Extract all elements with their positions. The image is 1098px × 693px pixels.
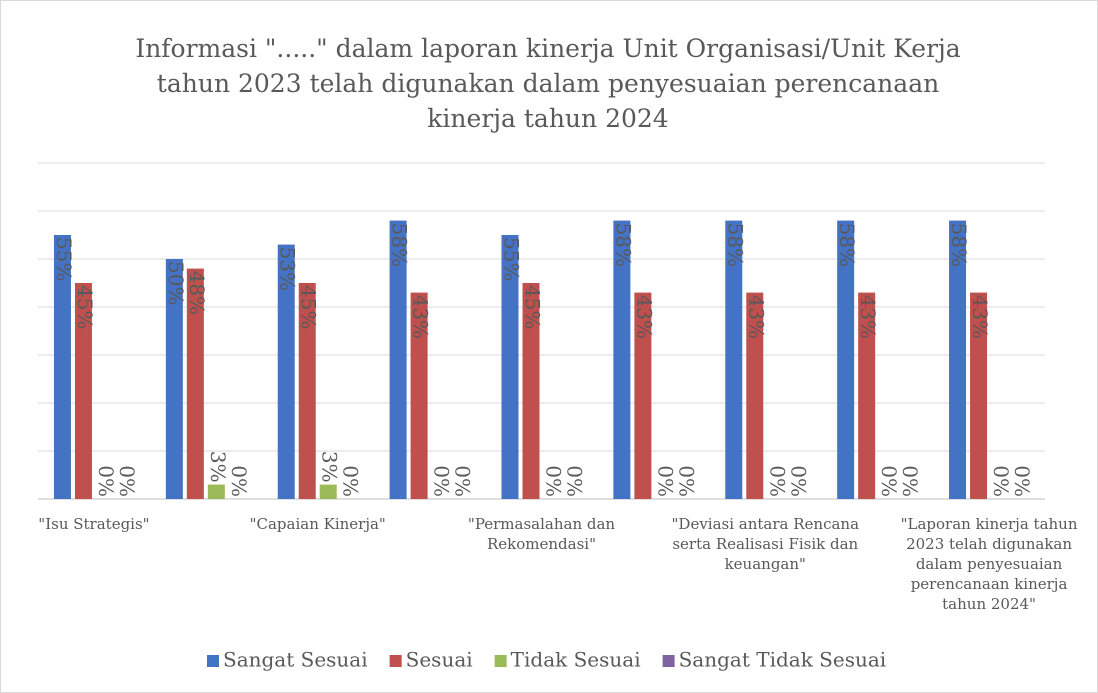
data-label: 43% (856, 295, 880, 339)
legend-label: Tidak Sesuai (511, 648, 641, 672)
data-label: 0% (339, 465, 363, 497)
bar (634, 292, 652, 499)
bar (522, 283, 540, 499)
data-label: 0% (94, 465, 118, 497)
bar (186, 268, 204, 499)
bar (74, 283, 92, 499)
chart-title: Informasi "....." dalam laporan kinerja … (135, 34, 960, 133)
x-tick-label: "Capaian Kinerja" (250, 515, 386, 533)
data-label: 0% (786, 465, 810, 497)
data-label: 0% (989, 465, 1013, 497)
bar (837, 220, 855, 499)
data-label: 43% (744, 295, 768, 339)
data-label: 0% (563, 465, 587, 497)
legend-label: Sesuai (406, 648, 473, 672)
data-label: 0% (877, 465, 901, 497)
data-label: 50% (164, 261, 188, 305)
data-label: 58% (835, 223, 859, 267)
data-label: 45% (297, 285, 321, 329)
x-tick-label: "Isu Strategis" (38, 515, 149, 533)
data-label: 0% (765, 465, 789, 497)
data-label: 58% (388, 223, 412, 267)
data-label: 45% (73, 285, 97, 329)
legend-swatch (662, 655, 675, 667)
data-label: 0% (542, 465, 566, 497)
data-label: 3% (206, 451, 230, 483)
data-label: 0% (653, 465, 677, 497)
data-label: 58% (947, 223, 971, 267)
data-label: 0% (227, 465, 251, 497)
data-label: 43% (968, 295, 992, 339)
data-label: 43% (409, 295, 433, 339)
data-label: 43% (632, 295, 656, 339)
legend-label: Sangat Sesuai (223, 648, 368, 672)
x-tick-label: "Laporan kinerja tahun 2023 telah digunak… (901, 515, 1078, 613)
legend-swatch (389, 655, 402, 667)
bar (746, 292, 764, 499)
bar (389, 220, 407, 499)
data-label: 0% (115, 465, 139, 497)
legend-swatch (207, 655, 219, 667)
data-label: 0% (430, 465, 454, 497)
bar (949, 220, 967, 499)
data-label: 53% (276, 247, 300, 291)
bar (277, 244, 295, 499)
data-label: 58% (611, 223, 635, 267)
bar (858, 292, 876, 499)
bar (725, 220, 743, 499)
bar (501, 235, 519, 499)
data-label: 48% (185, 271, 209, 315)
data-label: 45% (521, 285, 545, 329)
data-label: 0% (1010, 465, 1034, 497)
bar (970, 292, 988, 499)
data-label: 58% (723, 223, 747, 267)
data-label: 55% (500, 237, 524, 281)
data-label: 0% (898, 465, 922, 497)
bar (165, 259, 183, 499)
bar (298, 283, 316, 499)
x-tick-label: "Deviasi antara Rencana serta Realisasi F… (672, 515, 860, 573)
bar (410, 292, 428, 499)
data-label: 3% (318, 451, 342, 483)
data-label: 0% (451, 465, 475, 497)
data-label: 0% (674, 465, 698, 497)
bar (613, 220, 631, 499)
bar (53, 235, 71, 499)
data-label: 55% (52, 237, 76, 281)
bar (319, 484, 337, 499)
legend-swatch (494, 655, 507, 667)
bar (207, 484, 225, 499)
legend-label: Sangat Tidak Sesuai (679, 648, 887, 672)
x-tick-label: "Permasalahan dan Rekomendasi" (468, 515, 615, 553)
